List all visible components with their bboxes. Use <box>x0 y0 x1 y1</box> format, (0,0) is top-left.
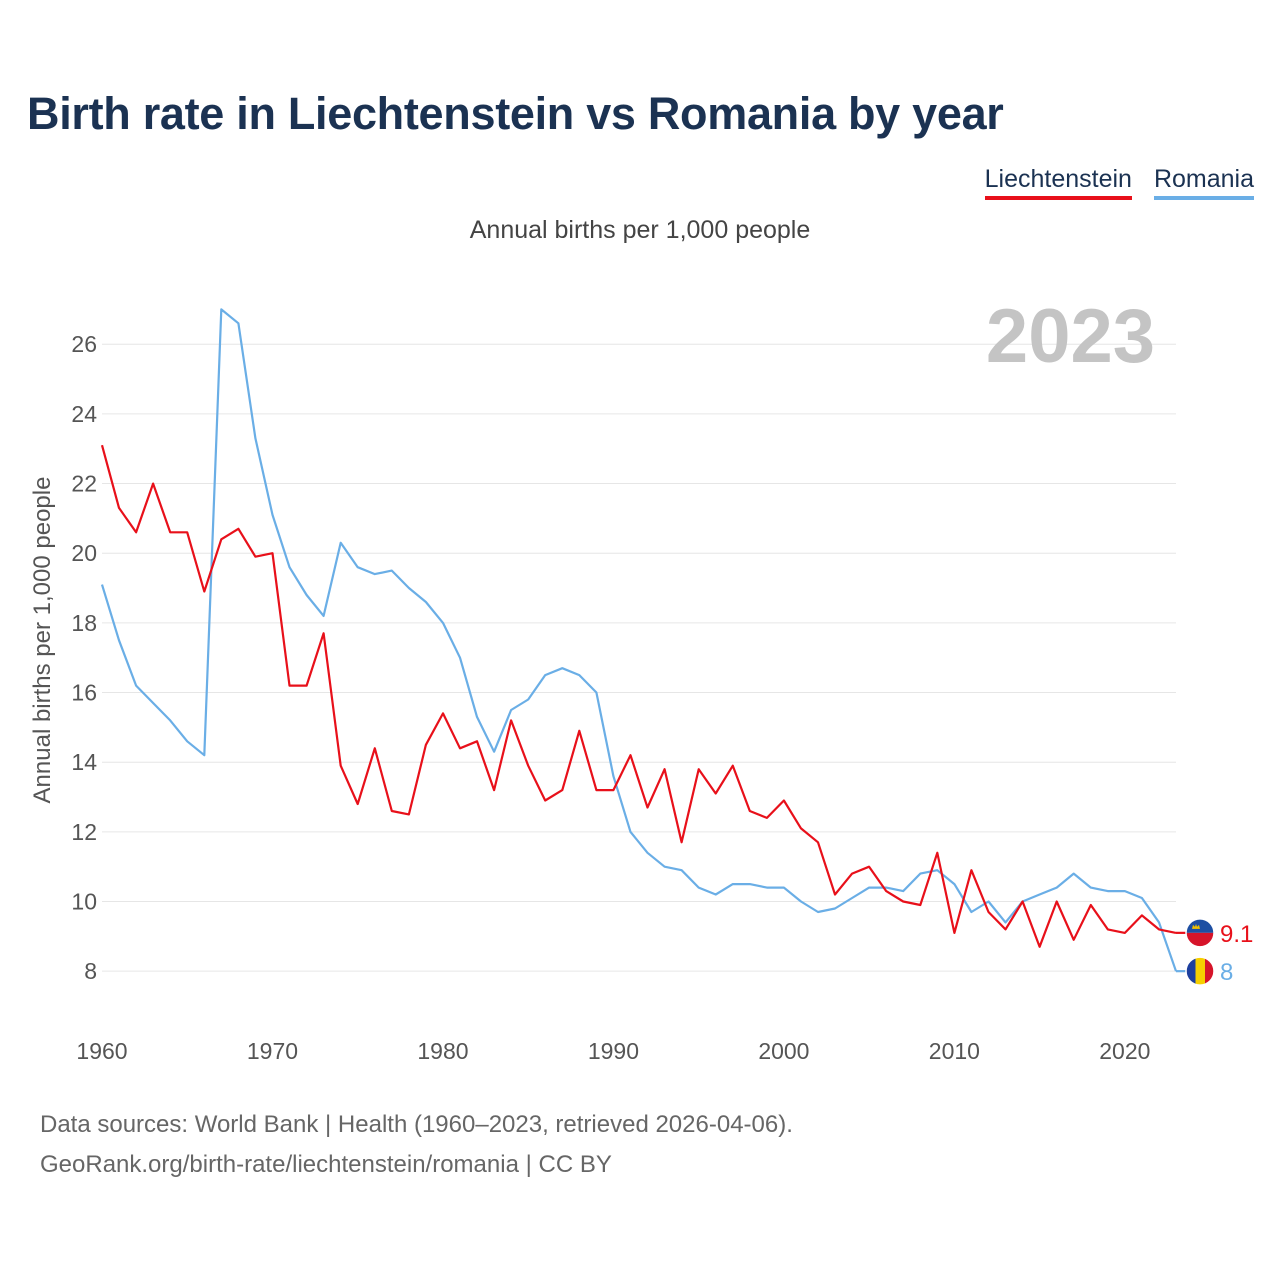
y-tick-label-20: 20 <box>71 540 97 566</box>
x-tick-label-2020: 2020 <box>1099 1038 1150 1064</box>
y-tick-label-14: 14 <box>71 749 97 775</box>
line-chart: 8 10 12 14 16 18 20 22 24 26 1960 1970 1980 1990 2000… <box>29 294 1253 1064</box>
series-lines <box>100 308 1186 973</box>
series-line-romania[interactable] <box>100 308 1178 972</box>
chart-title: Birth rate in Liechtenstein vs Romania b… <box>27 88 1004 139</box>
y-tick-label-16: 16 <box>71 680 97 706</box>
x-tick-label-1990: 1990 <box>588 1038 639 1064</box>
y-tick-label-12: 12 <box>71 819 97 845</box>
legend: Liechtenstein Romania <box>984 165 1254 200</box>
data-source-note: Data sources: World Bank | Health (1960–… <box>40 1111 793 1138</box>
credit-link[interactable]: GeoRank.org/birth-rate/liechtenstein/rom… <box>40 1151 612 1178</box>
y-axis-title: Annual births per 1,000 people <box>29 477 56 804</box>
chart-subtitle: Annual births per 1,000 people <box>469 216 811 244</box>
end-markers: 9.1 8 <box>1185 918 1253 986</box>
legend-item-romania[interactable]: Romania <box>1153 165 1254 200</box>
x-tick-label-2010: 2010 <box>929 1038 980 1064</box>
footer: Data sources: World Bank | Health (1960–… <box>40 1105 793 1185</box>
liechtenstein-flag-icon <box>1185 918 1215 948</box>
romania-flag-icon <box>1185 956 1215 986</box>
x-tick-label-2000: 2000 <box>758 1038 809 1064</box>
y-tick-label-24: 24 <box>71 401 97 427</box>
end-label-romania: 8 <box>1220 959 1233 986</box>
x-tick-label-1980: 1980 <box>417 1038 468 1064</box>
x-axis-ticks: 1960 1970 1980 1990 2000 2010 2020 <box>76 1038 1150 1064</box>
series-line-liechtenstein[interactable] <box>100 444 1177 948</box>
y-axis-ticks: 8 10 12 14 16 18 20 22 24 26 <box>71 331 97 984</box>
legend-item-liechtenstein[interactable]: Liechtenstein <box>984 165 1132 200</box>
y-tick-label-18: 18 <box>71 610 97 636</box>
grid-lines <box>102 343 1176 972</box>
y-tick-label-8: 8 <box>84 958 97 984</box>
x-tick-label-1970: 1970 <box>247 1038 298 1064</box>
y-tick-label-22: 22 <box>71 471 97 497</box>
end-label-liechtenstein: 9.1 <box>1220 921 1253 948</box>
y-tick-label-10: 10 <box>71 889 97 915</box>
x-tick-label-1960: 1960 <box>76 1038 127 1064</box>
current-year-label: 2023 <box>986 294 1155 379</box>
y-tick-label-26: 26 <box>71 331 97 357</box>
